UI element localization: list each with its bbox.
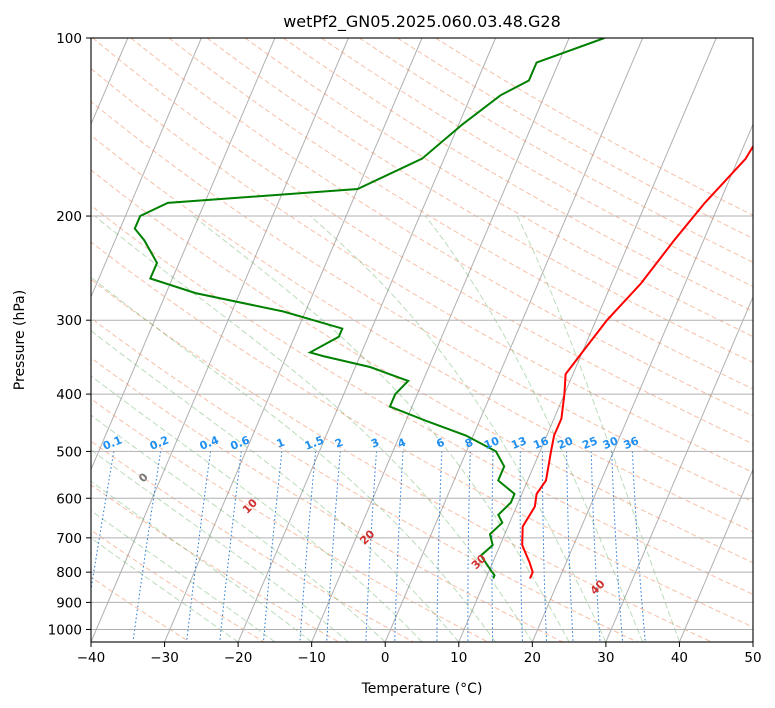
- isobar-grid: [91, 38, 753, 630]
- mixing-ratio-line: [541, 451, 548, 642]
- isotherm-line: [531, 123, 753, 642]
- mixing-ratio-line: [590, 451, 601, 642]
- y-tick-label: 200: [56, 209, 82, 225]
- mixing-ratio-label: 20: [556, 434, 575, 452]
- mixing-ratio-label: 10: [482, 434, 501, 452]
- mixing-ratio-line: [132, 451, 162, 642]
- mixing-ratio-line: [566, 451, 574, 642]
- mixing-ratio-line: [519, 451, 523, 642]
- y-tick-label: 600: [56, 491, 82, 507]
- moist-adiabat-line: [91, 330, 460, 642]
- dry-adiabat-line: [91, 278, 713, 642]
- isotherm-line: [237, 38, 497, 642]
- moist-adiabat-line: [91, 449, 349, 642]
- mixing-ratio-label: 3: [369, 436, 381, 451]
- mixing-ratio-line: [263, 451, 283, 642]
- moist-adiabat-line: [91, 537, 239, 642]
- isotherm-line: [458, 38, 717, 642]
- x-tick-label: −10: [297, 650, 326, 666]
- y-tick-label: 400: [56, 387, 82, 403]
- dry-adiabat-line: [91, 68, 753, 474]
- x-tick-label: −30: [150, 650, 179, 666]
- isotherm-line: [384, 38, 644, 642]
- dry-adiabat-line: [91, 100, 753, 503]
- moist-adiabat-line: [91, 509, 276, 642]
- x-tick-label: 50: [744, 650, 761, 666]
- dry-adiabat-line: [91, 398, 489, 642]
- mixing-ratio-line: [326, 451, 341, 642]
- chart-title: wetPf2_GN05.2025.060.03.48.G28: [283, 12, 561, 32]
- x-tick-label: 30: [597, 650, 614, 666]
- x-tick-label: 20: [524, 650, 541, 666]
- dry-adiabat-line: [91, 576, 190, 642]
- isotherm-line: [91, 38, 276, 471]
- mixing-ratio-line: [631, 451, 646, 642]
- mixing-ratio-label: 8: [463, 436, 475, 451]
- dry-adiabat-line: [91, 357, 563, 642]
- y-tick-label: 1000: [48, 622, 82, 638]
- plot-frame: [90, 37, 754, 643]
- x-tick-label: 0: [381, 650, 390, 666]
- dry-adiabat-line: [91, 241, 753, 628]
- isotherm-line: [605, 295, 753, 642]
- y-axis: 100 200 300 400 500 600 700 800 900 1000: [48, 31, 91, 638]
- y-tick-label: 800: [56, 565, 82, 581]
- mixing-ratio-line: [436, 451, 443, 642]
- y-tick-label: 700: [56, 531, 82, 547]
- mixing-ratio-line: [394, 451, 404, 642]
- x-tick-label: 40: [671, 650, 688, 666]
- isotherm-line: [91, 38, 202, 299]
- isotherm-line: [91, 38, 349, 642]
- moist-adiabat-line: [309, 215, 607, 642]
- dry-adiabat-line: [91, 440, 414, 642]
- moist-adiabat-line: [516, 215, 680, 642]
- dry-adiabat-line: [92, 38, 753, 445]
- plot-background: [91, 38, 753, 642]
- x-tick-label: −20: [224, 650, 253, 666]
- dry-adiabat-line: [91, 134, 753, 533]
- mixing-ratio-line: [467, 451, 471, 642]
- x-axis: −40 −30 −20 −10 0 10 20 30 40 50: [77, 642, 762, 666]
- moist-adiabat-line: [424, 215, 644, 642]
- moist-adiabat-line: [91, 480, 313, 642]
- mixing-ratio-label: 13: [509, 434, 528, 452]
- dry-adiabat-line: [91, 204, 753, 595]
- mixing-ratio-label: 30: [601, 434, 620, 452]
- y-tick-label: 300: [56, 313, 82, 329]
- dewpoint-profile-line: [133, 38, 605, 579]
- x-tick-label: −40: [77, 650, 106, 666]
- isotherm-line: [752, 640, 753, 642]
- background-lines: [91, 38, 753, 642]
- mixing-ratio-label: 25: [580, 434, 599, 452]
- moist-adiabat-line: [91, 375, 423, 642]
- dry-adiabat-line: [91, 317, 638, 642]
- isotherm-line: [678, 468, 753, 642]
- mixing-ratio-line: [491, 451, 494, 642]
- mixing-ratio-line: [365, 451, 377, 642]
- isotherm-line: [164, 38, 423, 642]
- mixing-ratio-line: [611, 451, 624, 642]
- mixing-ratio-label: 2: [333, 436, 345, 451]
- dry-adiabat-line: [206, 38, 753, 364]
- mixing-ratio-label: 16: [532, 434, 551, 452]
- y-axis-label: Pressure (hPa): [12, 290, 28, 390]
- y-tick-label: 900: [56, 595, 82, 611]
- mixing-ratio-line: [299, 451, 317, 642]
- y-tick-label: 100: [56, 31, 82, 47]
- moist-adiabat-line: [94, 215, 533, 642]
- dry-adiabat-line: [91, 529, 265, 642]
- x-tick-label: 10: [450, 650, 467, 666]
- mixing-ratio-line: [219, 451, 242, 642]
- moist-adiabat-line: [192, 215, 570, 642]
- moist-adiabat-line: [91, 414, 386, 642]
- x-axis-label: Temperature (°C): [361, 681, 483, 697]
- mixing-ratio-line: [186, 451, 211, 642]
- mixing-ratio-label: 1: [275, 436, 287, 451]
- y-tick-label: 500: [56, 444, 82, 460]
- mixing-ratio-label: 36: [622, 434, 641, 452]
